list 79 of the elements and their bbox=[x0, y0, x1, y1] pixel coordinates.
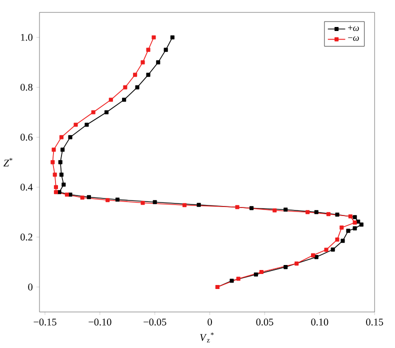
point bbox=[352, 220, 357, 225]
y-tick-label: 0.6 bbox=[20, 134, 33, 141]
x-tick-label: −0.15 bbox=[34, 318, 56, 326]
point bbox=[346, 228, 350, 233]
point bbox=[326, 212, 330, 216]
point bbox=[140, 60, 145, 64]
point bbox=[335, 238, 340, 242]
point bbox=[140, 200, 145, 206]
point bbox=[314, 255, 318, 260]
point bbox=[59, 172, 64, 177]
point bbox=[50, 160, 55, 164]
point bbox=[62, 182, 66, 187]
point bbox=[170, 35, 174, 40]
point bbox=[59, 135, 64, 140]
x-tick-label: −0.05 bbox=[144, 318, 166, 326]
point bbox=[68, 135, 72, 140]
y-tick-label: 0.4 bbox=[20, 184, 33, 191]
point bbox=[196, 202, 201, 208]
x-tick-label: 0.10 bbox=[311, 318, 328, 326]
point bbox=[74, 122, 78, 127]
point bbox=[335, 212, 340, 217]
y-tick-label: 0.2 bbox=[20, 234, 32, 241]
point bbox=[86, 195, 91, 200]
y-axis-title: Z$^{*}$ bbox=[4, 158, 12, 166]
point bbox=[235, 205, 240, 210]
point bbox=[104, 110, 109, 114]
point bbox=[152, 200, 157, 204]
point bbox=[340, 226, 344, 230]
x-tick-label: 0.05 bbox=[256, 318, 274, 326]
point bbox=[123, 85, 128, 90]
point bbox=[54, 190, 58, 194]
point bbox=[146, 72, 150, 77]
point bbox=[359, 222, 364, 227]
point bbox=[352, 215, 357, 220]
point bbox=[254, 272, 258, 277]
point bbox=[230, 278, 234, 283]
point bbox=[156, 60, 160, 64]
point bbox=[164, 48, 168, 52]
point bbox=[108, 98, 113, 102]
point bbox=[84, 122, 89, 127]
point bbox=[250, 206, 254, 210]
legend-label: −ω bbox=[348, 36, 359, 41]
point bbox=[115, 198, 120, 202]
point bbox=[272, 208, 277, 213]
point bbox=[311, 253, 316, 258]
point bbox=[52, 172, 57, 177]
point bbox=[54, 185, 58, 190]
legend-label: +ω bbox=[348, 26, 359, 32]
x-tick-label: 0 bbox=[208, 318, 212, 326]
point bbox=[324, 248, 328, 252]
y-tick-label: 1.0 bbox=[21, 34, 32, 41]
point bbox=[58, 160, 62, 164]
point bbox=[64, 192, 69, 197]
y-tick-label: 0 bbox=[28, 284, 32, 291]
point bbox=[306, 210, 310, 214]
point bbox=[133, 72, 138, 77]
point bbox=[330, 248, 335, 252]
point bbox=[106, 198, 110, 202]
point bbox=[80, 196, 84, 200]
point bbox=[340, 238, 345, 243]
point bbox=[284, 208, 288, 212]
point bbox=[135, 85, 140, 90]
y-tick-label: 0.8 bbox=[20, 84, 32, 91]
point bbox=[294, 262, 299, 266]
point bbox=[152, 35, 156, 40]
point bbox=[146, 48, 150, 52]
point bbox=[91, 110, 96, 114]
x-tick-label: 0.15 bbox=[366, 318, 384, 326]
point bbox=[348, 214, 352, 219]
point bbox=[52, 148, 56, 152]
point bbox=[236, 276, 240, 281]
point bbox=[284, 265, 288, 270]
point bbox=[182, 203, 187, 208]
point bbox=[259, 270, 264, 274]
point bbox=[314, 210, 318, 214]
point bbox=[122, 98, 126, 102]
x-tick-label: −0.10 bbox=[88, 318, 112, 326]
point bbox=[352, 226, 357, 230]
point bbox=[60, 148, 65, 152]
